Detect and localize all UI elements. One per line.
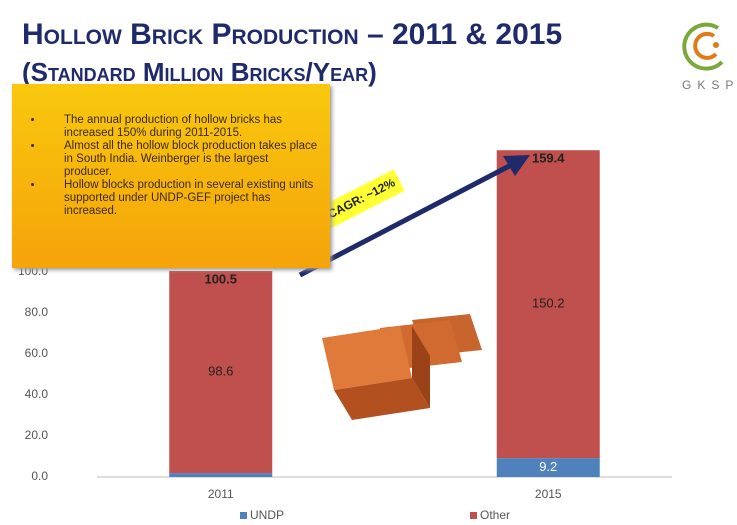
y-tick-label: 40.0 (25, 387, 49, 401)
x-tick-label: 2015 (535, 487, 562, 501)
arrow-head (503, 155, 530, 176)
bar-segment (496, 150, 600, 459)
arrow (298, 160, 517, 278)
data-label: 9.2 (539, 459, 557, 474)
data-label: 98.6 (208, 363, 233, 378)
y-tick-label: 60.0 (25, 346, 49, 360)
notes-box: The annual production of hollow bricks h… (12, 84, 330, 268)
x-tick-label: 2011 (208, 487, 234, 501)
logo: GKSP (682, 22, 737, 92)
legend-label: Other (480, 508, 510, 522)
legend-swatch (470, 512, 477, 519)
y-tick-label: 20.0 (25, 428, 49, 442)
bar-segment (169, 473, 273, 477)
brick-image (322, 314, 482, 420)
y-tick-label: 80.0 (25, 305, 49, 319)
note: Hollow blocks production in several exis… (44, 179, 318, 218)
legend-label: UNDP (250, 508, 284, 522)
data-label: 150.2 (532, 296, 565, 311)
y-tick-label: 0.0 (31, 469, 48, 483)
bar-segment (169, 270, 273, 474)
total-label: 159.4 (532, 151, 565, 166)
legend-swatch (240, 512, 247, 519)
total-label: 100.5 (204, 271, 237, 286)
logo-text: GKSP (682, 78, 737, 92)
note: Almost all the hollow block production t… (44, 140, 318, 179)
bar-segment (496, 458, 600, 477)
note: The annual production of hollow bricks h… (44, 114, 318, 140)
annotation-box (318, 169, 405, 229)
annotation: CAGR: ~12% (318, 169, 405, 229)
subtitle: (Standard Million Bricks/Year) (22, 57, 377, 87)
title: Hollow Brick Production – 2011 & 2015 (22, 18, 562, 51)
